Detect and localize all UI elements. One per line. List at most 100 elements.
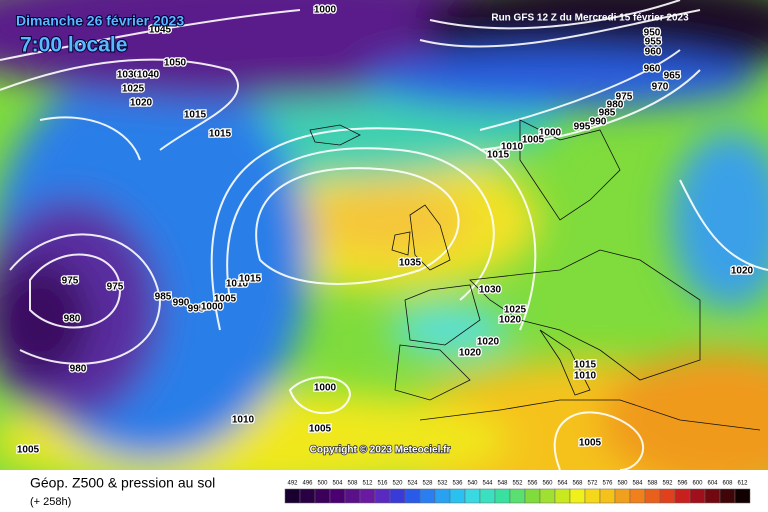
colorbar-label: 608 [722, 481, 733, 487]
isobar-label: 1015 [184, 110, 207, 121]
isobar-label: 1015 [209, 129, 232, 140]
colorbar-swatch [539, 488, 556, 504]
isobar-label: 1000 [539, 128, 562, 139]
isobar-label: 1040 [137, 70, 160, 81]
colorbar-swatch [389, 488, 406, 504]
colorbar-swatch [374, 488, 391, 504]
isobar-label: 980 [607, 100, 624, 111]
isobar-label: 985 [599, 108, 616, 119]
colorbar-label: 576 [602, 481, 613, 487]
colorbar-label: 564 [557, 481, 568, 487]
colorbar-swatch [404, 488, 421, 504]
isobar-label: 1020 [499, 315, 522, 326]
colorbar-swatch [734, 488, 751, 504]
colorbar-label: 568 [572, 481, 583, 487]
colorbar-swatch [419, 488, 436, 504]
isobar-label: 1015 [487, 150, 510, 161]
colorbar-swatch [509, 488, 526, 504]
isobar-label: 1025 [504, 305, 527, 316]
isobar-label: 1020 [130, 98, 153, 109]
colorbar-label: 520 [392, 481, 403, 487]
isobar-label: 995 [574, 122, 591, 133]
isobar-label: 1015 [239, 274, 262, 285]
isobar-label: 990 [173, 298, 190, 309]
isobar-label: 1050 [164, 58, 187, 69]
colorbar-label: 552 [512, 481, 523, 487]
colorbar: 492 496 500 504 508 512 516 520 524 528 532 536 540 5… [284, 481, 751, 504]
footer-subtitle: (+ 258h) [30, 496, 71, 508]
isobar-label: 1030 [479, 285, 502, 296]
isobar-label: 955 [645, 37, 662, 48]
colorbar-swatch [359, 488, 376, 504]
colorbar-label: 596 [677, 481, 688, 487]
colorbar-label: 492 [287, 481, 298, 487]
colorbar-swatch [344, 488, 361, 504]
colorbar-label: 512 [362, 481, 373, 487]
colorbar-label: 548 [497, 481, 508, 487]
colorbar-label: 516 [377, 481, 388, 487]
colorbar-swatch [464, 488, 481, 504]
time: 7:00 locale [20, 34, 127, 57]
colorbar-label: 572 [587, 481, 598, 487]
colorbar-label: 540 [467, 481, 478, 487]
colorbar-swatch [449, 488, 466, 504]
isobar-label: 980 [64, 314, 81, 325]
colorbar-swatch [494, 488, 511, 504]
isobar-label: 975 [107, 282, 124, 293]
colorbar-label: 612 [737, 481, 748, 487]
colorbar-label: 504 [332, 481, 343, 487]
colorbar-label: 580 [617, 481, 628, 487]
isobar-label: 1015 [574, 360, 597, 371]
isobar-label: 975 [62, 276, 79, 287]
colorbar-swatch [659, 488, 676, 504]
isobar-label: 980 [70, 364, 87, 375]
isobar-label: 1005 [309, 424, 332, 435]
colorbar-swatch [584, 488, 601, 504]
isobar-label: 1005 [17, 445, 40, 456]
date: Dimanche 26 février 2023 [16, 13, 184, 29]
isobar-label: 1045 [149, 25, 172, 36]
colorbar-swatch [599, 488, 616, 504]
colorbar-label: 496 [302, 481, 313, 487]
colorbar-label: 544 [482, 481, 493, 487]
isobar-label: 1005 [522, 135, 545, 146]
colorbar-label: 592 [662, 481, 673, 487]
colorbar-swatch [299, 488, 316, 504]
isobar-label: 1005 [214, 294, 237, 305]
isobar-label: 990 [590, 117, 607, 128]
run-info: Run GFS 12 Z du Mercredi 15 février 2023 [491, 13, 689, 24]
colorbar-swatch [689, 488, 706, 504]
isobar-label: 1010 [574, 371, 597, 382]
colorbar-label: 536 [452, 481, 463, 487]
isobar-label: 1030 [117, 70, 140, 81]
colorbar-label: 556 [527, 481, 538, 487]
isobar-label: 1010 [501, 142, 524, 153]
isobar-label: 1020 [459, 348, 482, 359]
coastlines [309, 119, 761, 431]
colorbar-swatch [629, 488, 646, 504]
colorbar-label: 524 [407, 481, 418, 487]
isobar-label: 1010 [226, 279, 249, 290]
isobar-label: 975 [616, 92, 633, 103]
colorbar-swatch [479, 488, 496, 504]
colorbar-label: 532 [437, 481, 448, 487]
colorbar-label: 604 [707, 481, 718, 487]
isobar-label: 1020 [731, 266, 754, 277]
colorbar-swatch [704, 488, 721, 504]
colorbar-swatch [719, 488, 736, 504]
colorbar-swatch [554, 488, 571, 504]
colorbar-label: 528 [422, 481, 433, 487]
isobar-label: 1035 [399, 258, 422, 269]
isobars [0, 0, 768, 470]
copyright: Copyright © 2023 Meteociel.fr [310, 445, 451, 456]
colorbar-swatch [524, 488, 541, 504]
colorbar-swatch [614, 488, 631, 504]
colorbar-label: 560 [542, 481, 553, 487]
colorbar-swatch [569, 488, 586, 504]
isobar-label: 970 [652, 82, 669, 93]
colorbar-swatch [314, 488, 331, 504]
isobar-label: 1010 [232, 415, 255, 426]
